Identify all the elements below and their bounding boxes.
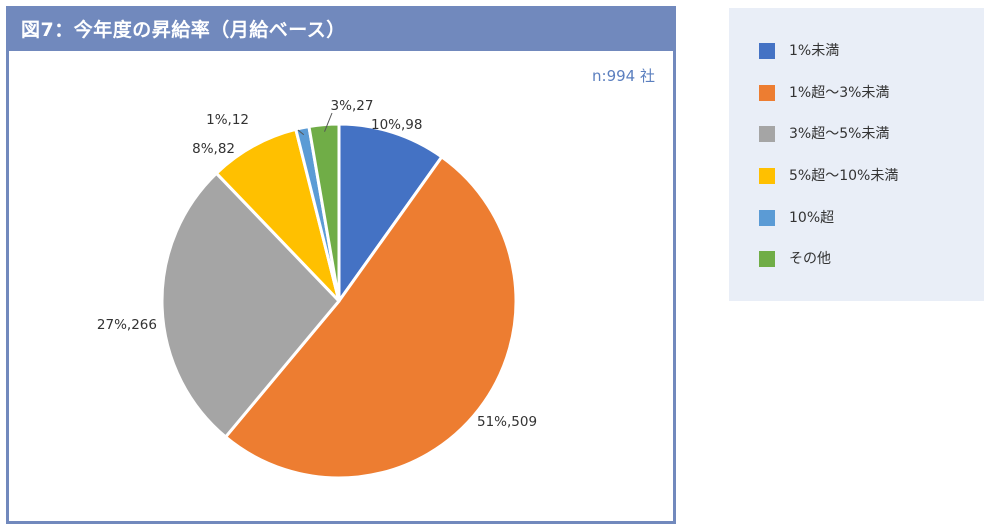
pie-slice-6 <box>307 122 341 303</box>
legend-swatch <box>759 85 775 101</box>
legend-label: 3%超～5%未満 <box>789 126 890 142</box>
legend-label: 1%未満 <box>789 43 840 59</box>
legend-swatch <box>759 168 775 184</box>
chart-title: 図7：今年度の昇給率（月給ベース） <box>9 9 673 51</box>
sample-size-note: n:994 社 <box>592 67 655 85</box>
legend-label: 10%超 <box>789 210 835 226</box>
legend: 1%未満 1%超～3%未満 3%超～5%未満 5%超～10%未満 10%超その他 <box>729 8 984 301</box>
pie-slice-1 <box>337 122 444 303</box>
legend-label: 5%超～10%未満 <box>789 168 899 184</box>
legend-label: その他 <box>789 251 831 267</box>
legend-label: 1%超～3%未満 <box>789 85 890 101</box>
data-label-5: 1%,12 <box>206 112 249 128</box>
legend-swatch <box>759 126 775 142</box>
chart-panel: 図7：今年度の昇給率（月給ベース） n:994 社 10%,98 51%,509 2… <box>6 6 676 524</box>
data-label-1: 10%,98 <box>371 117 422 133</box>
pie-chart: 10%,98 51%,509 27%,266 8%,82 1%,12 3%,27 <box>97 98 537 480</box>
legend-swatch <box>759 251 775 267</box>
leader-line-6 <box>324 112 333 132</box>
legend-swatch <box>759 43 775 59</box>
pie-slice-3 <box>160 171 341 439</box>
data-label-4: 8%,82 <box>192 141 235 157</box>
pie-slice-2 <box>224 155 518 480</box>
data-label-3: 27%,266 <box>97 317 157 333</box>
legend-swatch <box>759 210 775 226</box>
leader-line-5 <box>297 129 305 136</box>
data-label-2: 51%,509 <box>477 414 537 430</box>
data-label-6: 3%,27 <box>331 98 374 114</box>
pie-slice-4 <box>214 127 341 303</box>
